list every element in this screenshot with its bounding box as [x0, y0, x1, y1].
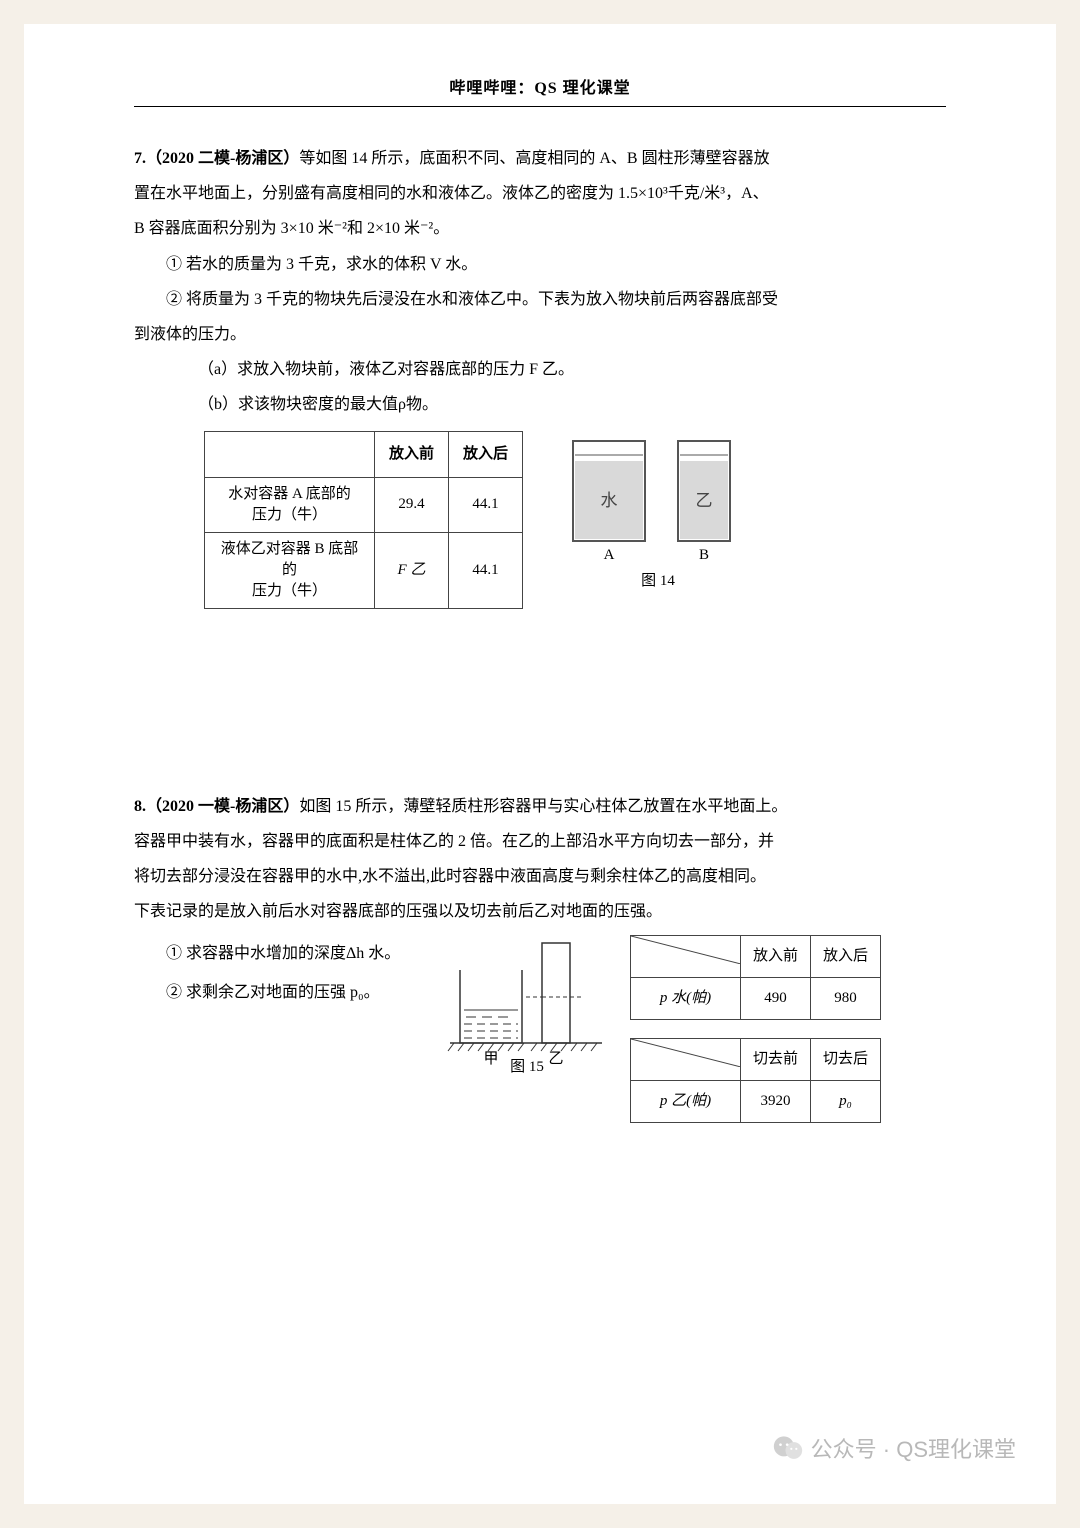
page-header: 哔哩哔哩：QS 理化课堂 [134, 74, 946, 107]
page: 哔哩哔哩：QS 理化课堂 7.（2020 二模-杨浦区）等如图 14 所示，底面… [24, 24, 1056, 1504]
q8-source: （2020 一模-杨浦区） [146, 798, 299, 815]
q8-t2-diag [631, 1039, 741, 1081]
container-B-label: B [699, 547, 709, 561]
figure-14: 水 A 乙 B 图 14 [553, 431, 763, 598]
q8-t2-before: 3920 [741, 1081, 811, 1123]
q8-bottom-row: ① 求容器中水增加的深度Δh 水。 ② 求剩余乙对地面的压强 p₀。 [134, 935, 946, 1141]
liquid-B-label: 乙 [696, 491, 713, 510]
fig15-jia: 甲 [483, 1051, 498, 1065]
q8-t2-label: p 乙(帕) [631, 1081, 741, 1123]
q8-table1: 放入前 放入后 p 水(帕) 490 980 [630, 935, 881, 1020]
q7-line3: B 容器底面积分别为 3×10 米⁻²和 2×10 米⁻²。 [134, 211, 946, 246]
q7-rowA-label: 水对容器 A 底部的 压力（牛） [205, 477, 375, 532]
wechat-icon [773, 1435, 803, 1461]
q8-subs: ① 求容器中水增加的深度Δh 水。 ② 求剩余乙对地面的压强 p₀。 [134, 935, 424, 1012]
figure-14-label: 图 14 [553, 565, 763, 598]
q7-rowA-after: 44.1 [449, 477, 523, 532]
liquid-A-label: 水 [601, 491, 618, 510]
q7-th-before: 放入前 [375, 431, 449, 477]
q7-rowB-before: F 乙 [375, 532, 449, 608]
q7-sub1: ① 若水的质量为 3 千克，求水的体积 V 水。 [134, 247, 946, 282]
q7-line2: 置在水平地面上，分别盛有高度相同的水和液体乙。液体乙的密度为 1.5×10³千克… [134, 176, 946, 211]
q8-t2-after-h: 切去后 [811, 1039, 881, 1081]
q7-rowA-before: 29.4 [375, 477, 449, 532]
figure-15: 甲 乙 图 15 [442, 935, 612, 1084]
fig15-yi: 乙 [548, 1051, 563, 1065]
q8-text1: 如图 15 所示，薄壁轻质柱形容器甲与实心柱体乙放置在水平地面上。 [299, 798, 787, 815]
watermark: 公众号 · QS理化课堂 [773, 1432, 1016, 1464]
q8-line2: 容器甲中装有水，容器甲的底面积是柱体乙的 2 倍。在乙的上部沿水平方向切去一部分… [134, 824, 946, 859]
q7-subb: （b）求该物块密度的最大值ρ物。 [134, 387, 946, 422]
spacer [134, 609, 946, 789]
q7-table-figure-row: 放入前 放入后 水对容器 A 底部的 压力（牛） 29.4 44.1 液体乙对容… [134, 431, 946, 609]
q7-number: 7. [134, 150, 146, 167]
q8-t1-before-h: 放入前 [741, 936, 811, 978]
q8-sub2: ② 求剩余乙对地面的压强 p₀。 [134, 974, 424, 1012]
q8-line1: 8.（2020 一模-杨浦区）如图 15 所示，薄壁轻质柱形容器甲与实心柱体乙放… [134, 789, 946, 824]
watermark-text: 公众号 · QS理化课堂 [811, 1432, 1016, 1464]
q7-sub2b: 到液体的压力。 [134, 317, 946, 352]
fig15-svg: 甲 乙 [442, 935, 612, 1065]
q8-number: 8. [134, 798, 146, 815]
q8-t2-after: p₀ [811, 1081, 881, 1123]
containers-svg: 水 A 乙 B [558, 431, 758, 561]
q8-t1-diag [631, 936, 741, 978]
q7-suba: （a）求放入物块前，液体乙对容器底部的压力 F 乙。 [134, 352, 946, 387]
q8-sub1: ① 求容器中水增加的深度Δh 水。 [134, 935, 424, 973]
q8-line4: 下表记录的是放入前后水对容器底部的压强以及切去前后乙对地面的压强。 [134, 894, 946, 929]
q7-sub2: ② 将质量为 3 千克的物块先后浸没在水和液体乙中。下表为放入物块前后两容器底部… [134, 282, 946, 317]
q8-t1-after-h: 放入后 [811, 936, 881, 978]
q8-t1-before: 490 [741, 978, 811, 1020]
q8-line3: 将切去部分浸没在容器甲的水中,水不溢出,此时容器中液面高度与剩余柱体乙的高度相同… [134, 859, 946, 894]
q8-table2: 切去前 切去后 p 乙(帕) 3920 p₀ [630, 1038, 881, 1123]
q7-table: 放入前 放入后 水对容器 A 底部的 压力（牛） 29.4 44.1 液体乙对容… [204, 431, 523, 609]
problem-8: 8.（2020 一模-杨浦区）如图 15 所示，薄壁轻质柱形容器甲与实心柱体乙放… [134, 789, 946, 1142]
q7-th-after: 放入后 [449, 431, 523, 477]
q8-t1-label: p 水(帕) [631, 978, 741, 1020]
q8-t1-after: 980 [811, 978, 881, 1020]
figure-15-label: 图 15 [442, 1051, 612, 1084]
container-A-label: A [604, 547, 615, 561]
q7-th-blank [205, 431, 375, 477]
q8-t2-before-h: 切去前 [741, 1039, 811, 1081]
q8-tables: 放入前 放入后 p 水(帕) 490 980 切去前 [630, 935, 946, 1141]
q7-rowB-after: 44.1 [449, 532, 523, 608]
q7-source: （2020 二模-杨浦区） [146, 150, 299, 167]
problem-7: 7.（2020 二模-杨浦区）等如图 14 所示，底面积不同、高度相同的 A、B… [134, 141, 946, 609]
q7-text1: 等如图 14 所示，底面积不同、高度相同的 A、B 圆柱形薄壁容器放 [299, 150, 769, 167]
q7-line1: 7.（2020 二模-杨浦区）等如图 14 所示，底面积不同、高度相同的 A、B… [134, 141, 946, 176]
q7-rowB-label: 液体乙对容器 B 底部的 压力（牛） [205, 532, 375, 608]
